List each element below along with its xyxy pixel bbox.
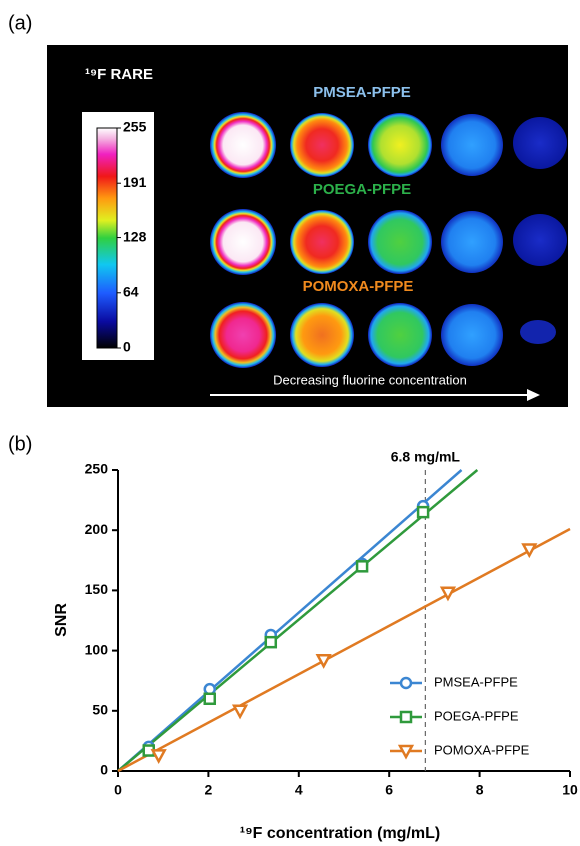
legend-label: POMOXA-PFPE bbox=[434, 742, 530, 757]
x-tick-label: 6 bbox=[385, 782, 393, 798]
row-label: PMSEA-PFPE bbox=[313, 84, 411, 101]
panel-label: (a) bbox=[8, 12, 32, 34]
y-tick-label: 150 bbox=[85, 581, 109, 597]
colorbar-label: 191 bbox=[123, 174, 147, 190]
annotation: 6.8 mg/mL bbox=[391, 449, 461, 465]
legend-label: PMSEA-PFPE bbox=[434, 674, 518, 689]
colorbar-label: 255 bbox=[123, 119, 147, 135]
y-tick-label: 250 bbox=[85, 461, 109, 477]
colorbar-label: 128 bbox=[123, 228, 147, 244]
y-tick-label: 0 bbox=[100, 762, 108, 778]
colorbar-label: 0 bbox=[123, 339, 131, 355]
marker bbox=[401, 712, 411, 722]
marker bbox=[401, 678, 411, 688]
y-tick-label: 200 bbox=[85, 521, 109, 537]
figure: (a) ¹⁹F RARE PMSEA-PFPE POEGA-PFPE POMOX… bbox=[0, 0, 580, 846]
x-axis-title: ¹⁹F concentration (mg/mL) bbox=[240, 825, 440, 842]
page: {"panel_a": { "label": "(a)", "title": "… bbox=[0, 0, 580, 846]
row-label: POEGA-PFPE bbox=[313, 181, 411, 198]
y-axis-title: SNR bbox=[53, 603, 70, 637]
panel-label: (b) bbox=[8, 433, 32, 455]
y-tick-label: 50 bbox=[92, 702, 108, 718]
marker bbox=[266, 637, 276, 647]
y-tick-label: 100 bbox=[85, 641, 109, 657]
legend-label: POEGA-PFPE bbox=[434, 708, 519, 723]
x-tick-label: 8 bbox=[476, 782, 484, 798]
marker bbox=[357, 561, 367, 571]
marker bbox=[400, 746, 412, 757]
colorbar bbox=[97, 128, 117, 348]
x-tick-label: 4 bbox=[295, 782, 303, 798]
marker bbox=[318, 655, 330, 666]
image-title: ¹⁹F RARE bbox=[85, 66, 153, 83]
fit-line bbox=[118, 529, 570, 771]
x-tick-label: 10 bbox=[562, 782, 578, 798]
marker bbox=[153, 750, 165, 761]
caption: Decreasing fluorine concentration bbox=[273, 372, 467, 387]
fit-line bbox=[118, 470, 462, 771]
colorbar-label: 64 bbox=[123, 283, 139, 299]
marker bbox=[418, 507, 428, 517]
x-tick-label: 0 bbox=[114, 782, 122, 798]
marker bbox=[234, 706, 246, 717]
x-tick-label: 2 bbox=[205, 782, 213, 798]
row-label: POMOXA-PFPE bbox=[303, 278, 414, 295]
marker bbox=[205, 694, 215, 704]
